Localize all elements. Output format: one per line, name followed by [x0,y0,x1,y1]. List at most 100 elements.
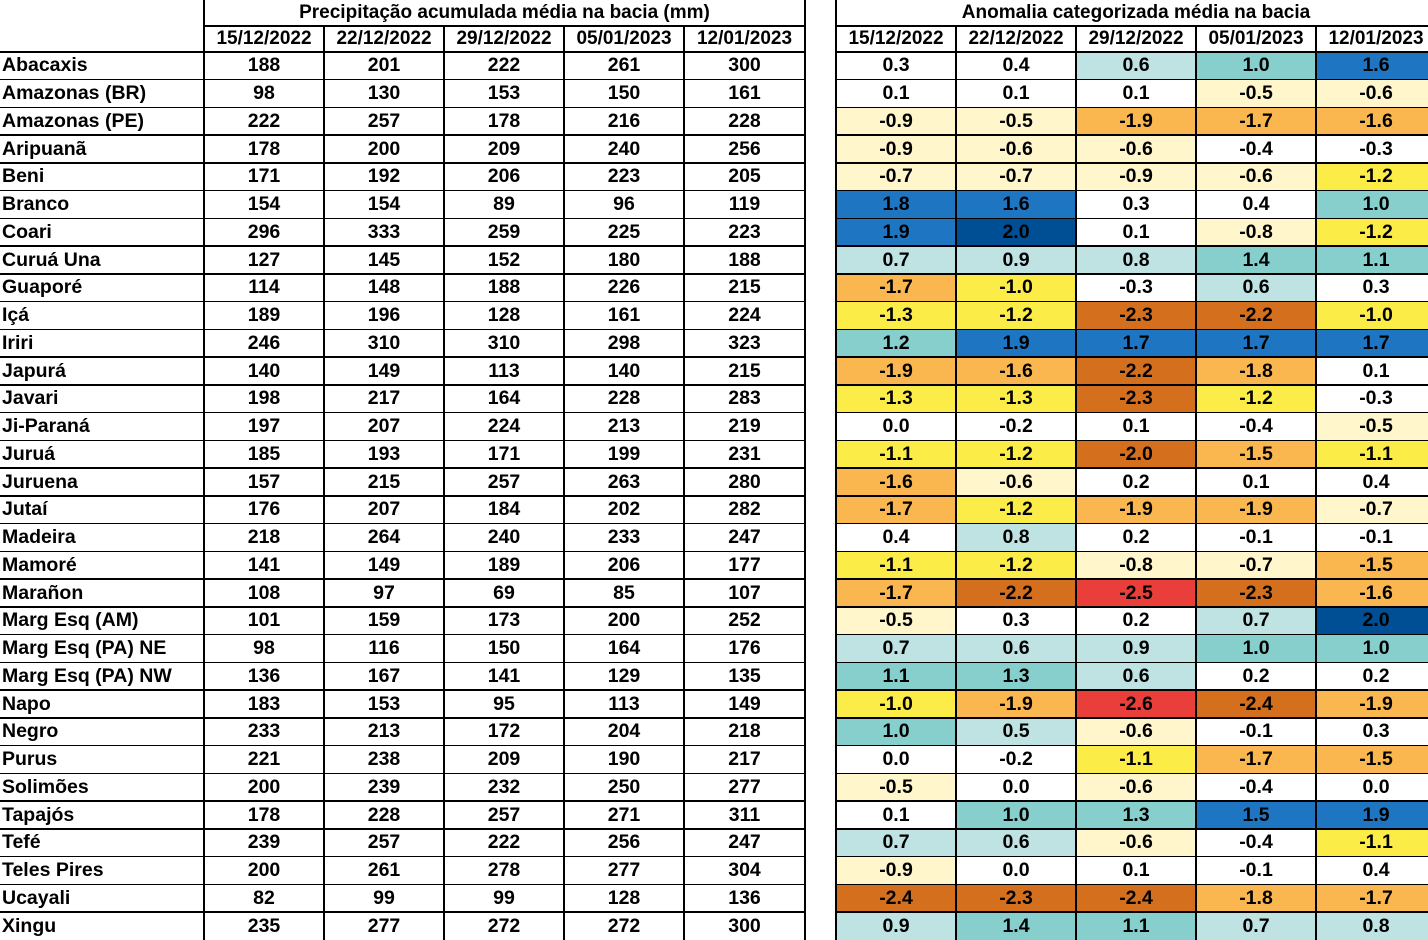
right-table-row-line [836,606,1428,608]
anomaly-cell: -1.6 [1316,579,1428,607]
right-table-row-line [836,78,1428,81]
left-table-row-line [0,522,805,525]
precipitation-date-header: 29/12/2022 [456,27,552,49]
anomaly-cell: 0.9 [836,912,956,940]
precipitation-cell: 221 [247,748,281,771]
precipitation-cell: 223 [607,165,641,188]
right-table-row-line [836,578,1428,580]
anomaly-cell: 0.7 [1196,912,1316,940]
precipitation-cell: 96 [613,193,635,216]
anomaly-cell: 0.4 [1196,190,1316,219]
left-table-row-line [0,606,805,608]
left-table-column-line [443,25,445,940]
precipitation-cell: 113 [608,692,640,715]
anomaly-cell: 0.6 [1076,52,1196,80]
right-table-row-line [836,245,1428,247]
precipitation-cell: 213 [367,720,401,743]
anomaly-cell: 1.7 [1196,329,1316,358]
precipitation-cell: 217 [728,748,761,771]
anomaly-cell: -0.1 [1196,856,1316,885]
anomaly-cell: -0.6 [956,468,1076,496]
anomaly-cell: -0.1 [1196,523,1316,552]
left-table-row-line [0,51,805,53]
anomaly-cell: -1.2 [956,496,1076,524]
anomaly-cell: -1.2 [1196,385,1316,413]
precipitation-cell: 280 [728,470,761,493]
anomaly-cell: 1.8 [836,190,956,219]
precipitation-cell: 167 [367,664,401,687]
precipitation-cell: 323 [728,331,761,354]
anomaly-cell: -1.9 [1076,496,1196,524]
right-table-row-line [836,328,1428,330]
anomaly-cell: 1.6 [956,190,1076,219]
precipitation-cell: 215 [728,359,761,382]
precipitation-cell: 261 [607,54,641,77]
anomaly-cell: -0.4 [1196,412,1316,441]
precipitation-date-header: 05/01/2023 [576,27,672,49]
precipitation-cell: 189 [487,553,521,576]
precipitation-cell: 185 [247,442,281,465]
precipitation-cell: 171 [247,165,281,188]
precipitation-cell: 127 [247,248,281,271]
precipitation-cell: 190 [607,748,641,771]
anomaly-cell: 0.1 [1076,412,1196,441]
precipitation-cell: 256 [607,831,641,854]
precipitation-cell: 108 [247,581,281,604]
precipitation-cell: 233 [607,526,641,549]
anomaly-cell: -1.9 [956,690,1076,718]
anomaly-cell: 1.0 [1316,634,1428,663]
anomaly-cell: 1.1 [1316,246,1428,274]
precipitation-cell: 202 [607,498,641,521]
anomaly-cell: 0.4 [1316,468,1428,496]
precipitation-cell: 128 [607,886,641,909]
anomaly-cell: 0.7 [1196,607,1316,635]
precipitation-cell: 209 [487,137,521,160]
left-table-row-line [0,439,805,441]
basin-name: Japurá [2,359,66,382]
right-table-row-line [836,189,1428,192]
precipitation-cell: 164 [487,387,521,410]
anomaly-cell: -2.4 [1076,884,1196,913]
anomaly-cell: -0.7 [836,163,956,191]
anomaly-date-header: 12/01/2023 [1328,27,1424,49]
precipitation-cell: 149 [367,359,401,382]
anomaly-cell: -0.6 [1316,79,1428,108]
right-table-row-line [836,411,1428,414]
right-table-column-line [1195,25,1197,940]
anomaly-cell: -1.8 [1196,357,1316,385]
anomaly-cell: -0.9 [836,856,956,885]
precipitation-cell: 178 [247,803,281,826]
basin-name: Amazonas (PE) [2,109,144,132]
anomaly-cell: -0.3 [1316,385,1428,413]
right-table-header-line [836,25,1428,27]
precipitation-cell: 198 [247,387,281,410]
precipitation-cell: 200 [247,775,281,798]
precipitation-cell: 161 [607,304,641,327]
precipitation-cell: 207 [367,415,401,438]
anomaly-cell: -0.9 [1076,163,1196,191]
precipitation-cell: 222 [487,831,521,854]
basin-name: Juruena [2,470,78,493]
anomaly-cell: 0.8 [1076,246,1196,274]
anomaly-cell: -0.3 [1316,135,1428,163]
precipitation-cell: 209 [487,748,521,771]
basin-name: Coari [2,220,52,243]
precipitation-cell: 206 [607,553,641,576]
right-table-row-line [836,661,1428,663]
precipitation-cell: 257 [367,831,401,854]
anomaly-cell: 0.1 [1316,357,1428,385]
precipitation-cell: 183 [247,692,281,715]
precipitation-cell: 219 [728,415,761,438]
right-table-column-line [1075,25,1077,940]
basin-name: Solimões [2,775,89,798]
left-table-row-line [0,245,805,247]
anomaly-cell: -1.7 [1196,745,1316,774]
precipitation-cell: 257 [367,109,401,132]
precipitation-cell: 239 [247,831,281,854]
precipitation-cell: 222 [247,109,281,132]
anomaly-cell: 0.6 [1076,662,1196,691]
anomaly-cell: -1.7 [1316,884,1428,913]
anomaly-cell: 1.7 [1316,329,1428,358]
precipitation-cell: 176 [728,637,761,660]
left-table-row-line [0,273,805,275]
